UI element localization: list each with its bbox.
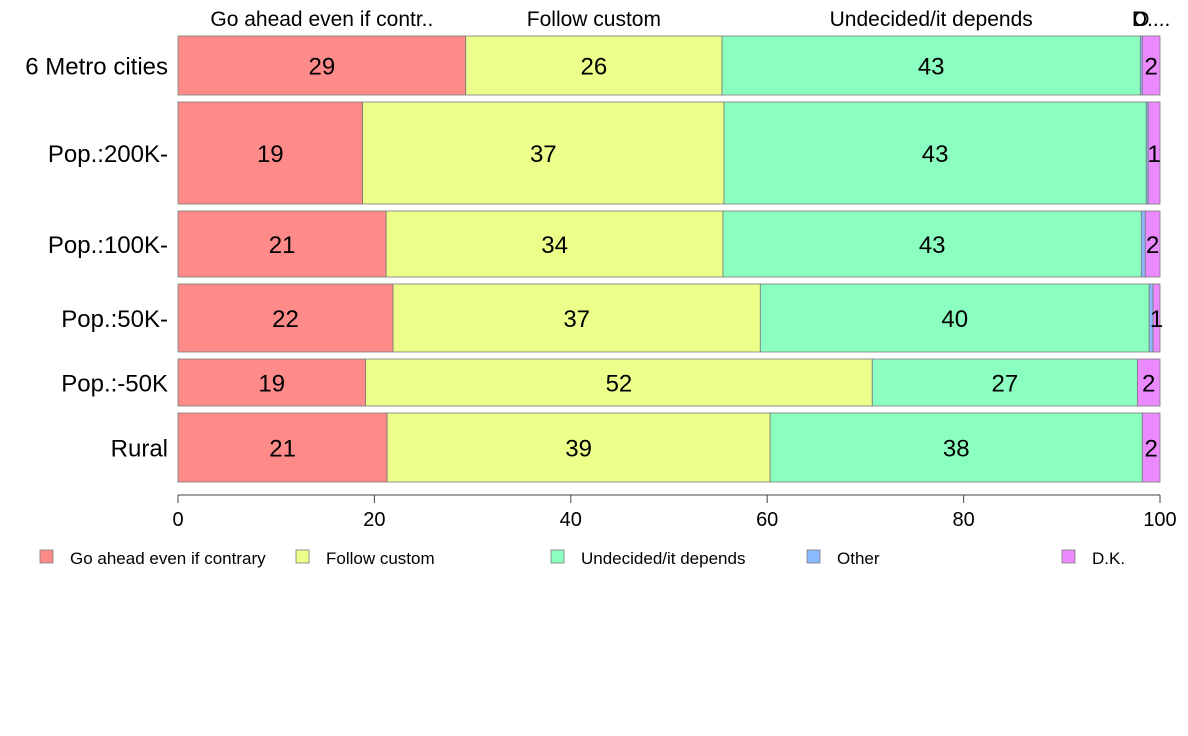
legend-item: Follow custom	[295, 549, 435, 568]
value-label: 27	[991, 371, 1018, 398]
value-label: 2	[1142, 371, 1155, 398]
bar-row: Rural 21 39 38 2	[111, 412, 1161, 483]
legend-label: Go ahead even if contrary	[70, 549, 266, 568]
bar-segment	[177, 210, 387, 278]
value-label: 43	[918, 54, 945, 81]
bar-segment	[1140, 210, 1146, 278]
bar-segment	[722, 210, 1142, 278]
value-label: 37	[563, 306, 590, 333]
category-label: Pop.:100K-	[48, 232, 168, 259]
legend-item: D.K.	[1061, 549, 1125, 568]
legend-label: D.K.	[1092, 549, 1125, 568]
legend-swatch	[1061, 549, 1076, 564]
bar-row: Pop.:-50K 19 52 27 2	[61, 358, 1161, 407]
value-label: 40	[941, 306, 968, 333]
value-label: 2	[1144, 54, 1157, 81]
category-label: Pop.:-50K	[61, 371, 168, 398]
value-label: 43	[922, 141, 949, 168]
column-header-1: Follow custom	[527, 8, 661, 31]
category-label: 6 Metro cities	[25, 54, 168, 81]
value-label: 1	[1147, 141, 1160, 168]
bar-segment	[759, 283, 1150, 353]
value-label: 43	[919, 232, 946, 259]
value-label: 34	[541, 232, 568, 259]
value-label: 2	[1144, 436, 1157, 463]
column-header-0: Go ahead even if contr..	[210, 8, 433, 31]
bar-segment	[1141, 35, 1161, 96]
bar-segment	[177, 283, 394, 353]
value-label: 1	[1150, 306, 1163, 333]
value-label: 21	[269, 232, 296, 259]
value-label: 22	[272, 306, 299, 333]
bar-row: Pop.:200K- 19 37 43 1	[48, 101, 1161, 205]
column-header-3: O	[1133, 8, 1149, 31]
bar-segment	[385, 210, 724, 278]
bar-segment	[386, 412, 771, 483]
x-tick-label: 100	[1143, 509, 1176, 531]
category-label: Pop.:50K-	[61, 306, 168, 333]
x-tick-label: 20	[363, 509, 385, 531]
column-header-2: Undecided/it depends	[830, 8, 1033, 31]
x-axis: 0 20 40 60 80 100	[172, 494, 1177, 531]
legend-swatch	[295, 549, 310, 564]
bar-segment	[362, 101, 725, 205]
bar-segment	[1144, 210, 1161, 278]
value-label: 38	[943, 436, 970, 463]
bar-segment	[392, 283, 761, 353]
legend-item: Other	[806, 549, 880, 568]
bar-segment	[1137, 358, 1161, 407]
value-label: 29	[309, 54, 336, 81]
bar-segment	[723, 101, 1147, 205]
bar-segment	[1141, 412, 1161, 483]
value-label: 2	[1146, 232, 1159, 259]
bar-row: 6 Metro cities 29 26 43 2	[25, 35, 1161, 96]
bar-segment	[871, 358, 1138, 407]
bar-row: Pop.:100K- 21 34 43 2	[48, 210, 1161, 278]
legend-item: Undecided/it depends	[550, 549, 745, 568]
value-label: 19	[257, 141, 284, 168]
value-label: 21	[269, 436, 296, 463]
legend-label: Follow custom	[326, 549, 435, 568]
bar-segment	[1152, 283, 1161, 353]
value-label: 39	[565, 436, 592, 463]
x-tick-label: 0	[172, 509, 183, 531]
bar-segment	[769, 412, 1143, 483]
x-tick-label: 80	[952, 509, 974, 531]
x-tick-label: 40	[560, 509, 582, 531]
value-label: 19	[258, 371, 285, 398]
legend: Go ahead even if contrary Follow custom Un…	[39, 549, 1125, 568]
bar-segment	[1147, 101, 1161, 205]
value-label: 37	[530, 141, 557, 168]
column-header-4: D....	[1132, 8, 1171, 31]
legend-swatch	[39, 549, 54, 564]
category-label: Pop.:200K-	[48, 141, 168, 168]
value-label: 26	[581, 54, 608, 81]
legend-item: Go ahead even if contrary	[39, 549, 266, 568]
value-label: 52	[606, 371, 633, 398]
category-label: Rural	[111, 436, 168, 463]
column-headers: Go ahead even if contr.. Follow custom Und…	[210, 8, 1170, 31]
legend-label: Undecided/it depends	[581, 549, 745, 568]
bar-segment	[465, 35, 723, 96]
x-tick-label: 60	[756, 509, 778, 531]
legend-swatch	[806, 549, 821, 564]
bar-segment	[365, 358, 873, 407]
bar-row: Pop.:50K- 22 37 40 1	[61, 283, 1163, 353]
legend-swatch	[550, 549, 565, 564]
legend-label: Other	[837, 549, 880, 568]
bar-segment	[177, 358, 366, 407]
